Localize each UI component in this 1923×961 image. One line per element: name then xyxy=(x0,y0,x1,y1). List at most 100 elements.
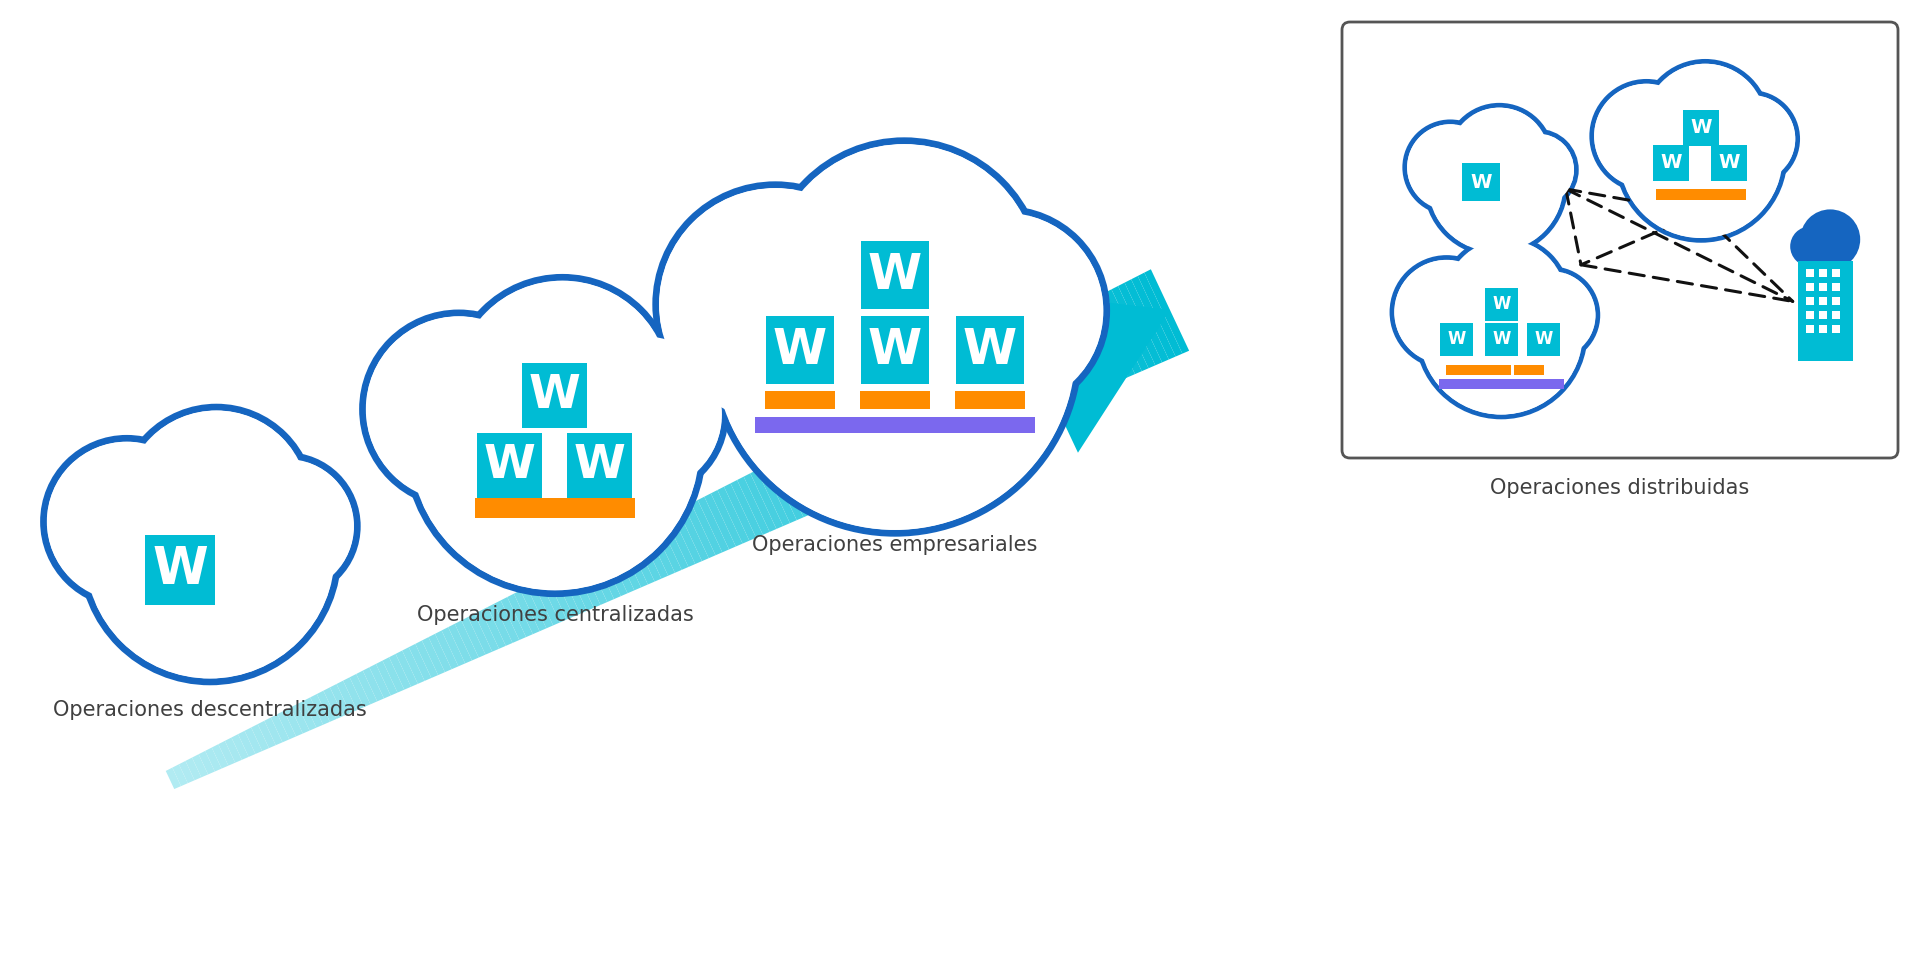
Circle shape xyxy=(908,212,1102,408)
Polygon shape xyxy=(304,698,323,727)
Text: W: W xyxy=(1490,295,1510,313)
Polygon shape xyxy=(644,524,675,576)
Bar xyxy=(523,362,587,428)
Polygon shape xyxy=(979,353,1019,427)
Circle shape xyxy=(1788,227,1829,266)
Circle shape xyxy=(410,301,700,590)
Text: W: W xyxy=(1660,153,1681,172)
Circle shape xyxy=(1425,114,1565,255)
Polygon shape xyxy=(946,370,986,441)
Circle shape xyxy=(1508,271,1594,359)
Bar xyxy=(954,391,1025,409)
Circle shape xyxy=(1427,116,1563,253)
Circle shape xyxy=(1500,134,1573,206)
Polygon shape xyxy=(723,483,756,541)
Polygon shape xyxy=(894,396,931,465)
Polygon shape xyxy=(375,660,398,696)
Polygon shape xyxy=(212,744,229,769)
Polygon shape xyxy=(1019,333,1060,409)
Polygon shape xyxy=(967,359,1006,432)
Circle shape xyxy=(1394,259,1498,364)
Polygon shape xyxy=(652,520,681,573)
Polygon shape xyxy=(540,577,567,623)
Polygon shape xyxy=(796,447,831,508)
Polygon shape xyxy=(310,694,329,725)
Polygon shape xyxy=(638,527,667,579)
Polygon shape xyxy=(1079,303,1121,382)
Polygon shape xyxy=(217,741,235,766)
Polygon shape xyxy=(783,454,817,514)
Circle shape xyxy=(1392,259,1498,365)
Text: W: W xyxy=(485,442,537,487)
Polygon shape xyxy=(881,403,917,471)
Polygon shape xyxy=(908,389,944,458)
Polygon shape xyxy=(1058,312,1100,392)
Circle shape xyxy=(1644,63,1765,185)
Circle shape xyxy=(454,281,671,497)
Circle shape xyxy=(1406,124,1492,210)
Polygon shape xyxy=(619,537,648,587)
Circle shape xyxy=(1592,84,1698,188)
Polygon shape xyxy=(802,443,837,505)
Text: Operaciones distribuidas: Operaciones distribuidas xyxy=(1490,478,1748,498)
Circle shape xyxy=(656,185,894,424)
Circle shape xyxy=(1619,75,1783,238)
Polygon shape xyxy=(744,473,777,531)
Circle shape xyxy=(1448,108,1550,209)
Circle shape xyxy=(1417,249,1585,417)
Text: Operaciones centralizadas: Operaciones centralizadas xyxy=(417,605,692,625)
Polygon shape xyxy=(1071,306,1113,385)
Bar xyxy=(956,316,1023,384)
Polygon shape xyxy=(285,707,302,736)
Bar xyxy=(1806,283,1813,291)
Circle shape xyxy=(1594,84,1698,188)
Circle shape xyxy=(365,316,552,503)
Polygon shape xyxy=(454,621,479,660)
Polygon shape xyxy=(935,377,973,447)
Text: Operaciones empresariales: Operaciones empresariales xyxy=(752,535,1036,555)
Polygon shape xyxy=(192,754,208,777)
Text: W: W xyxy=(1469,173,1490,191)
Circle shape xyxy=(1644,63,1765,185)
Circle shape xyxy=(219,458,354,594)
Polygon shape xyxy=(554,570,581,617)
Circle shape xyxy=(452,278,673,500)
Text: W: W xyxy=(962,326,1017,374)
Polygon shape xyxy=(429,634,452,672)
Polygon shape xyxy=(587,554,613,602)
FancyBboxPatch shape xyxy=(1342,22,1896,458)
Circle shape xyxy=(365,316,552,503)
Bar xyxy=(1444,365,1510,375)
Circle shape xyxy=(1800,209,1860,269)
Polygon shape xyxy=(271,714,288,742)
Text: W: W xyxy=(529,373,581,417)
Circle shape xyxy=(123,410,310,597)
Polygon shape xyxy=(481,607,506,649)
Circle shape xyxy=(121,407,312,600)
Circle shape xyxy=(46,442,206,602)
Circle shape xyxy=(565,335,721,493)
Text: W: W xyxy=(1690,118,1711,137)
Polygon shape xyxy=(323,687,342,719)
Circle shape xyxy=(1390,258,1500,367)
Polygon shape xyxy=(185,757,202,780)
Circle shape xyxy=(906,212,1104,409)
Bar xyxy=(1831,326,1838,333)
Bar xyxy=(1485,323,1517,356)
Polygon shape xyxy=(690,500,721,555)
Circle shape xyxy=(713,168,1075,530)
Polygon shape xyxy=(856,416,890,482)
Polygon shape xyxy=(494,601,519,643)
Polygon shape xyxy=(408,644,431,681)
Text: W: W xyxy=(867,251,921,299)
Polygon shape xyxy=(263,718,283,745)
Polygon shape xyxy=(717,486,748,544)
Polygon shape xyxy=(206,748,221,772)
Polygon shape xyxy=(921,383,958,453)
Polygon shape xyxy=(442,628,465,666)
Polygon shape xyxy=(986,350,1027,424)
Circle shape xyxy=(904,209,1106,412)
Polygon shape xyxy=(1117,283,1161,365)
Polygon shape xyxy=(173,764,188,786)
Polygon shape xyxy=(519,587,546,631)
